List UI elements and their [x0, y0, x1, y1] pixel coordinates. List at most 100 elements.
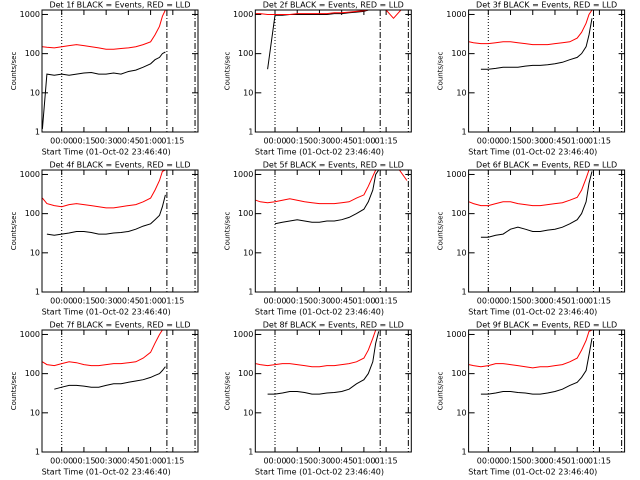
- panel: Det 2f BLACK = Events, RED = LLD Start Ti…: [223, 1, 412, 157]
- data-line: [267, 10, 379, 70]
- y-axis-label: Counts/sec: [10, 52, 18, 91]
- y-tick-label: 1: [462, 288, 467, 297]
- y-tick-label: 1: [35, 128, 40, 137]
- plot-frame: [468, 169, 626, 293]
- data-line: [255, 10, 407, 20]
- x-tick-label: 00:45: [330, 297, 353, 306]
- plot-frame: [41, 9, 199, 133]
- y-tick-label: 1: [248, 448, 253, 457]
- x-axis-label: Start Time (01-Oct-02 23:46:40): [42, 148, 171, 157]
- plot-frame: [41, 329, 199, 453]
- x-axis-label: Start Time (01-Oct-02 23:46:40): [255, 308, 384, 317]
- panel: Det 4f BLACK = Events, RED = LLD Start Ti…: [10, 161, 199, 317]
- x-tick-label: 00:15: [286, 457, 309, 466]
- x-tick-label: 01:00: [566, 297, 589, 306]
- panel: Det 3f BLACK = Events, RED = LLD Start Ti…: [437, 1, 626, 157]
- y-tick-label: 10: [456, 408, 466, 417]
- data-line: [42, 170, 166, 209]
- data-line: [42, 51, 166, 129]
- data-line: [480, 18, 593, 70]
- chart-title: Det 7f BLACK = Events, RED = LLD: [49, 321, 190, 330]
- chart-title: Det 9f BLACK = Events, RED = LLD: [476, 321, 617, 330]
- x-tick-label: 01:00: [352, 457, 375, 466]
- data-line: [255, 330, 379, 368]
- x-tick-label: 00:30: [521, 457, 544, 466]
- plot-frame: [468, 9, 626, 133]
- data-line: [42, 10, 166, 50]
- y-tick-label: 1: [248, 288, 253, 297]
- x-tick-label: 01:00: [352, 297, 375, 306]
- y-tick-label: 100: [451, 49, 466, 58]
- y-tick-label: 10: [243, 88, 253, 97]
- x-tick-label: 00:15: [499, 137, 522, 146]
- y-tick-label: 1000: [446, 330, 466, 339]
- x-tick-label: 01:00: [566, 457, 589, 466]
- panel: Det 7f BLACK = Events, RED = LLD Start Ti…: [10, 321, 199, 477]
- chart-title: Det 5f BLACK = Events, RED = LLD: [263, 161, 404, 170]
- x-tick-label: 00:45: [117, 137, 140, 146]
- y-axis-label: Counts/sec: [223, 52, 231, 91]
- x-tick-label: 00:45: [330, 457, 353, 466]
- y-tick-label: 100: [25, 369, 40, 378]
- y-tick-label: 1000: [446, 10, 466, 19]
- x-axis-label: Start Time (01-Oct-02 23:46:40): [42, 468, 171, 477]
- x-axis-label: Start Time (01-Oct-02 23:46:40): [42, 308, 171, 317]
- data-line: [468, 330, 593, 369]
- x-tick-label: 00:00: [263, 137, 286, 146]
- x-tick-label: 00:30: [521, 297, 544, 306]
- y-axis-label: Counts/sec: [437, 212, 445, 251]
- x-tick-label: 00:00: [477, 137, 500, 146]
- y-tick-label: 100: [25, 209, 40, 218]
- y-tick-label: 100: [238, 49, 253, 58]
- x-tick-label: 01:00: [139, 457, 162, 466]
- x-tick-label: 01:00: [566, 137, 589, 146]
- x-tick-label: 01:15: [161, 137, 184, 146]
- x-tick-label: 00:00: [50, 137, 73, 146]
- x-tick-label: 00:45: [330, 137, 353, 146]
- chart-title: Det 1f BLACK = Events, RED = LLD: [49, 1, 190, 10]
- x-axis-label: Start Time (01-Oct-02 23:46:40): [468, 148, 597, 157]
- data-line: [468, 10, 593, 46]
- x-tick-label: 00:45: [543, 137, 566, 146]
- data-line: [255, 170, 408, 205]
- panel: Det 9f BLACK = Events, RED = LLD Start Ti…: [437, 321, 626, 477]
- x-tick-label: 00:30: [308, 297, 331, 306]
- y-tick-label: 10: [30, 408, 40, 417]
- data-line: [480, 171, 593, 238]
- x-tick-label: 00:15: [286, 137, 309, 146]
- y-tick-label: 1000: [446, 170, 466, 179]
- x-tick-label: 00:00: [477, 297, 500, 306]
- data-line: [54, 366, 166, 390]
- x-tick-label: 00:00: [477, 457, 500, 466]
- y-tick-label: 10: [456, 88, 466, 97]
- x-tick-label: 00:00: [50, 297, 73, 306]
- x-tick-label: 00:30: [308, 457, 331, 466]
- x-axis-label: Start Time (01-Oct-02 23:46:40): [255, 148, 384, 157]
- y-tick-label: 1000: [233, 170, 253, 179]
- x-tick-label: 00:45: [117, 457, 140, 466]
- chart-title: Det 8f BLACK = Events, RED = LLD: [263, 321, 404, 330]
- data-line: [267, 331, 380, 395]
- y-tick-label: 1: [35, 448, 40, 457]
- x-tick-label: 00:15: [72, 457, 95, 466]
- x-tick-label: 01:00: [139, 297, 162, 306]
- x-axis-label: Start Time (01-Oct-02 23:46:40): [468, 468, 597, 477]
- x-tick-label: 00:45: [543, 457, 566, 466]
- data-line: [480, 338, 593, 395]
- panel: Det 6f BLACK = Events, RED = LLD Start Ti…: [437, 161, 626, 317]
- y-tick-label: 1000: [20, 330, 40, 339]
- chart-title: Det 4f BLACK = Events, RED = LLD: [49, 161, 190, 170]
- chart-title: Det 2f BLACK = Events, RED = LLD: [263, 1, 404, 10]
- x-tick-label: 00:15: [286, 297, 309, 306]
- y-axis-label: Counts/sec: [223, 372, 231, 411]
- x-tick-label: 01:15: [375, 297, 398, 306]
- x-tick-label: 00:30: [95, 457, 118, 466]
- y-tick-label: 10: [243, 248, 253, 257]
- y-tick-label: 1: [35, 288, 40, 297]
- panel: Det 8f BLACK = Events, RED = LLD Start Ti…: [223, 321, 412, 477]
- y-axis-label: Counts/sec: [437, 372, 445, 411]
- y-tick-label: 100: [451, 369, 466, 378]
- y-tick-label: 1000: [20, 170, 40, 179]
- x-axis-label: Start Time (01-Oct-02 23:46:40): [468, 308, 597, 317]
